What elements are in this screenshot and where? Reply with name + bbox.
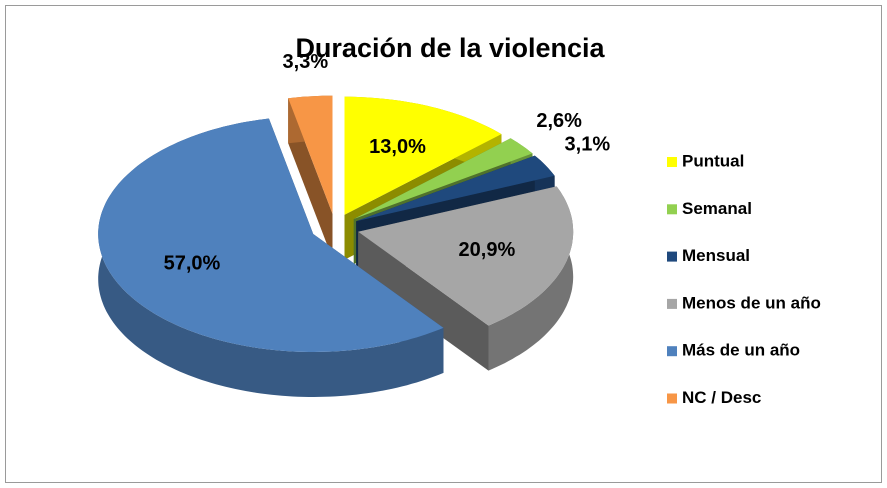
legend-swatch — [667, 298, 677, 309]
legend-swatch — [667, 251, 677, 262]
data-label: 13,0% — [369, 136, 426, 158]
legend-swatch — [667, 393, 677, 404]
slice — [344, 96, 502, 215]
legend-label: Puntual — [682, 151, 744, 170]
legend-label: Menos de un año — [682, 293, 821, 312]
slice — [356, 155, 555, 222]
data-label: 3,3% — [283, 51, 329, 73]
legend-label: NC / Desc — [682, 388, 761, 407]
legend-swatch — [667, 204, 677, 215]
slice — [98, 118, 444, 352]
slice — [288, 95, 333, 214]
legend-label: Más de un año — [682, 341, 800, 360]
slice — [353, 138, 533, 219]
chart-title: Duración de la violencia — [295, 33, 605, 63]
data-label: 2,6% — [536, 110, 582, 132]
slice-side — [98, 118, 444, 397]
slice-tops — [98, 95, 574, 352]
data-label: 57,0% — [164, 253, 221, 275]
slice-wall — [358, 231, 489, 371]
legend-swatch — [667, 346, 677, 357]
slice-side — [488, 186, 574, 371]
legend-label: Mensual — [682, 246, 750, 265]
legend-swatch — [667, 157, 677, 167]
data-label: 20,9% — [459, 239, 516, 261]
slice — [358, 186, 574, 326]
legend-label: Semanal — [682, 199, 752, 218]
data-label: 3,1% — [565, 133, 611, 155]
